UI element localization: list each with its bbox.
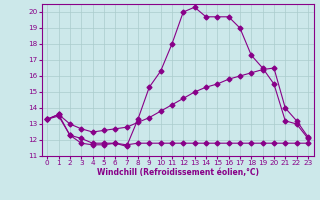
X-axis label: Windchill (Refroidissement éolien,°C): Windchill (Refroidissement éolien,°C) (97, 168, 259, 177)
